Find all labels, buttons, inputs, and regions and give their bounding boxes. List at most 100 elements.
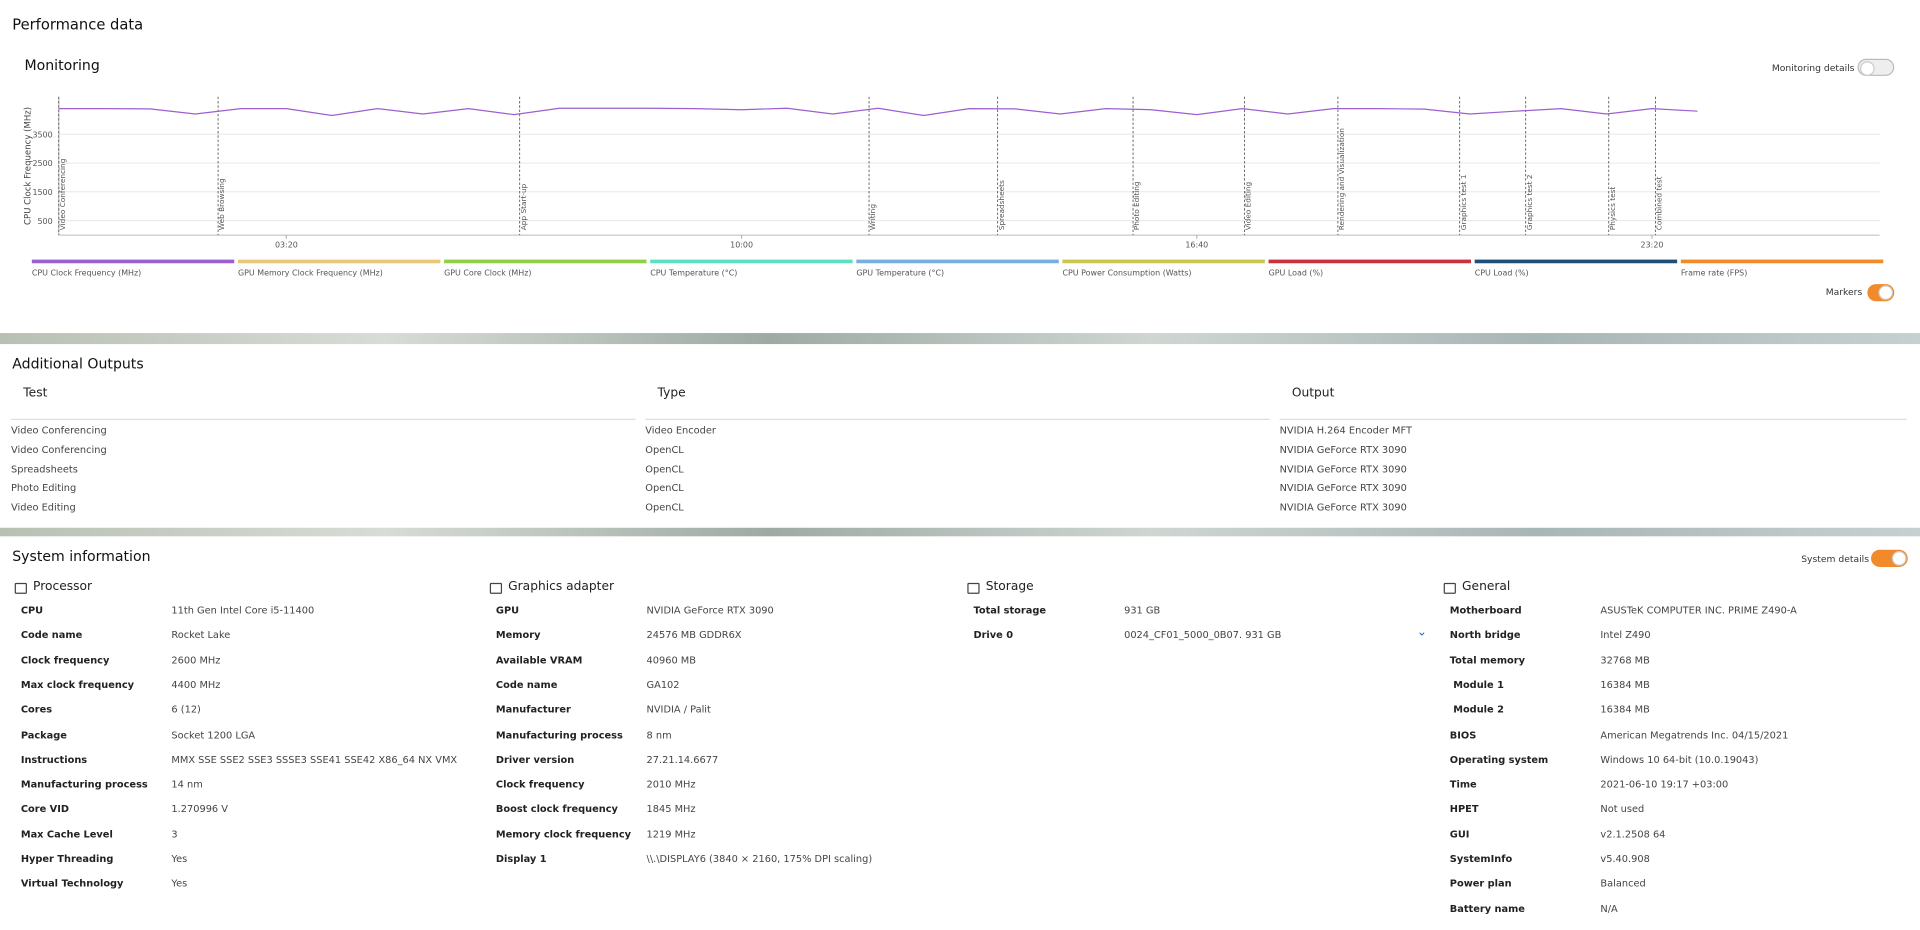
table-cell: NVIDIA H.264 Encoder MFT [1279, 424, 1412, 436]
table-cell: Photo Editing [11, 482, 77, 494]
info-label: Package [20, 729, 67, 741]
section-icon [1443, 582, 1456, 594]
info-label: Code name [495, 679, 558, 691]
marker-label: Graphics test 1 [1459, 174, 1468, 230]
legend-swatch [1268, 259, 1472, 264]
legend-swatch [444, 259, 647, 264]
table-cell: Spreadsheets [11, 463, 78, 475]
table-cell: NVIDIA GeForce RTX 3090 [1279, 463, 1407, 475]
info-label: Time [1449, 778, 1477, 790]
background-strip [0, 527, 1920, 537]
table-cell: NVIDIA GeForce RTX 3090 [1279, 502, 1407, 514]
info-label: SystemInfo [1449, 853, 1513, 865]
toggle-label: Markers [1825, 286, 1863, 298]
monitoring-chart: CPU Clock Frequency (MHz) 500150025003500… [24, 96, 1884, 278]
header-rule [645, 418, 1270, 421]
info-value: 40960 MB [646, 654, 696, 666]
marker-label: App Start-up [519, 183, 528, 230]
info-value: 0024_CF01_5000_0B07. 931 GB [1124, 629, 1282, 641]
info-label: Manufacturing process [495, 729, 623, 741]
markers-toggle[interactable] [1867, 284, 1895, 302]
table-cell: OpenCL [645, 502, 684, 514]
system-details-toggle[interactable] [1871, 549, 1908, 567]
legend-swatch [1680, 259, 1884, 264]
info-label: BIOS [1449, 729, 1477, 741]
x-tick-label: 23:20 [1641, 240, 1664, 249]
subsection-title: Storage [985, 580, 1034, 594]
section-icon [14, 582, 27, 594]
info-value: Yes [171, 853, 188, 865]
info-value: 16384 MB [1600, 679, 1650, 691]
marker-label: Rendering and Visualization [1337, 128, 1346, 231]
info-label: Memory [495, 629, 541, 641]
toggle-label: Monitoring details [1771, 62, 1855, 74]
header-rule [1279, 418, 1907, 421]
info-value: 4400 MHz [171, 679, 221, 691]
info-value: ASUSTeK COMPUTER INC. PRIME Z490-A [1600, 604, 1797, 616]
info-label: Power plan [1449, 878, 1512, 890]
info-value: MMX SSE SSE2 SSE3 SSSE3 SSE41 SSE42 X86_… [171, 754, 458, 766]
x-tick-label: 03:20 [275, 240, 298, 249]
info-value: NVIDIA / Palit [646, 704, 711, 716]
subsection-title: General [1462, 580, 1511, 594]
info-value: Rocket Lake [171, 629, 231, 641]
info-label: Core VID [20, 803, 69, 815]
info-value: v5.40.908 [1600, 853, 1650, 865]
info-value: 6 (12) [171, 704, 201, 716]
marker-label: Graphics test 2 [1525, 174, 1534, 230]
y-axis-label: CPU Clock Frequency (MHz) [24, 107, 34, 225]
info-label: Driver version [495, 754, 575, 766]
info-label: Total storage [973, 604, 1046, 616]
legend-swatch [1474, 259, 1678, 264]
marker-label: Video Conferencing [58, 159, 67, 231]
legend-label: GPU Memory Clock Frequency (MHz) [238, 269, 383, 278]
section-icon [489, 582, 503, 594]
info-value: 1845 MHz [646, 803, 696, 815]
table-cell: Video Encoder [645, 424, 716, 436]
section-title: System information [12, 547, 151, 565]
monitoring-details-toggle[interactable] [1857, 58, 1895, 76]
info-label: North bridge [1449, 629, 1521, 641]
legend-label: CPU Load (%) [1475, 269, 1529, 278]
info-value: N/A [1600, 903, 1618, 915]
info-label: CPU [20, 604, 44, 616]
info-value: 14 nm [171, 778, 203, 790]
expand-chevron[interactable]: ⌄ [1416, 625, 1428, 640]
legend-label: CPU Temperature (°C) [650, 269, 737, 278]
legend-label: GPU Core Clock (MHz) [444, 269, 531, 278]
section-icon [967, 582, 980, 594]
legend-swatch [237, 259, 441, 264]
info-value: NVIDIA GeForce RTX 3090 [646, 604, 774, 616]
info-label: Drive 0 [973, 629, 1014, 641]
legend-swatch [650, 259, 853, 264]
info-value: 3 [171, 828, 178, 840]
table-cell: NVIDIA GeForce RTX 3090 [1279, 482, 1407, 494]
info-label: Clock frequency [495, 778, 585, 790]
x-tick-label: 16:40 [1185, 240, 1208, 249]
marker-label: Writing [868, 204, 877, 230]
info-label: Manufacturer [495, 704, 571, 716]
table-cell: OpenCL [645, 482, 684, 494]
table-cell: Video Editing [11, 502, 76, 514]
info-label: Battery name [1449, 903, 1525, 915]
marker-label: Spreadsheets [997, 180, 1006, 230]
section-title: Additional Outputs [12, 355, 144, 373]
legend-label: GPU Temperature (°C) [856, 269, 944, 278]
info-value: Not used [1600, 803, 1645, 815]
info-label: Motherboard [1449, 604, 1522, 616]
toggle-label: System details [1801, 553, 1869, 565]
info-label: Module 2 [1449, 704, 1504, 716]
marker-label: Physics test [1608, 187, 1617, 231]
marker-label: Web Browsing [217, 178, 226, 230]
info-value: Intel Z490 [1600, 629, 1651, 641]
y-tick-label: 2500 [32, 159, 52, 168]
info-value: 8 nm [646, 729, 672, 741]
y-tick-label: 500 [37, 217, 52, 226]
info-label: Display 1 [495, 853, 547, 865]
legend-label: CPU Clock Frequency (MHz) [32, 269, 141, 278]
info-value: Balanced [1600, 878, 1646, 890]
legend-label: CPU Power Consumption (Watts) [1062, 269, 1191, 278]
page-title: Performance data [12, 15, 144, 34]
x-tick-label: 10:00 [730, 240, 753, 249]
legend-swatch [31, 259, 235, 264]
